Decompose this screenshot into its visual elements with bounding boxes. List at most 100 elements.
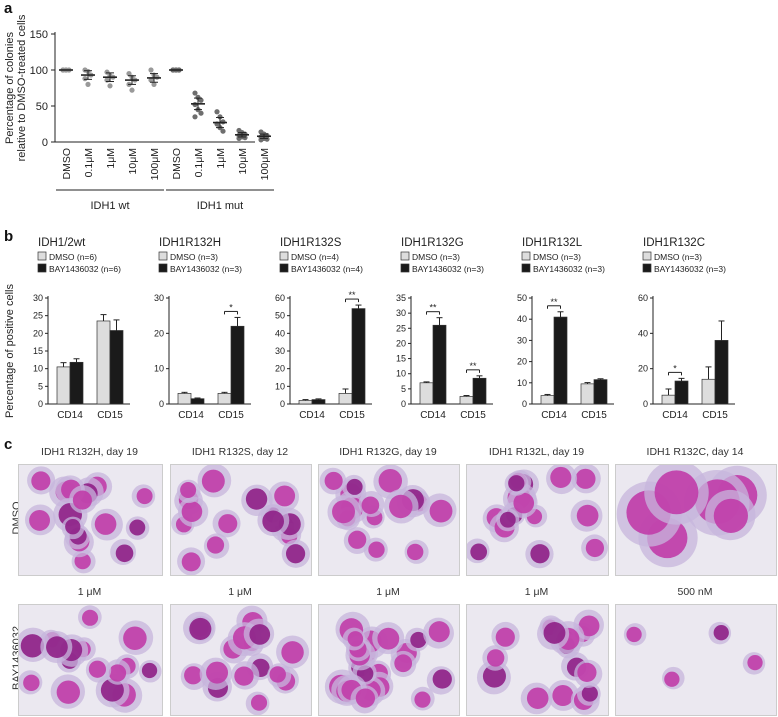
bar-bay1436032: [351, 308, 366, 405]
data-point: [198, 110, 204, 116]
significance-label: **: [348, 290, 356, 300]
y-tick-label: 10: [517, 378, 527, 388]
cell-nucleus: [361, 496, 380, 515]
cell-nucleus: [332, 500, 355, 524]
cell-nucleus: [285, 544, 306, 564]
legend-label: DMSO (n=3): [412, 252, 460, 262]
cell-nucleus: [550, 466, 572, 488]
cell-nucleus: [180, 481, 197, 498]
legend-swatch: [158, 263, 168, 273]
micrograph: [615, 464, 777, 576]
x-tick-label: CD14: [57, 410, 83, 421]
legend-swatch: [400, 263, 410, 273]
micrograph: [466, 604, 609, 716]
y-axis-label-line2: relative to DMSO-treated cells: [16, 14, 28, 161]
subchart-title: IDH1R132G: [401, 237, 464, 249]
significance-label: **: [429, 303, 437, 313]
cell-nucleus: [56, 680, 80, 704]
data-point: [151, 81, 157, 87]
cell-nucleus: [513, 492, 535, 514]
dose-label: 1 μM: [376, 586, 400, 598]
data-point: [217, 114, 223, 120]
micrograph-cells: [616, 465, 767, 568]
y-tick-label: 40: [517, 314, 527, 324]
y-tick-label: 60: [638, 293, 648, 303]
y-tick-label: 100: [30, 65, 48, 77]
panel-letter-c: c: [4, 436, 13, 453]
data-point: [148, 77, 154, 83]
cell-nucleus: [577, 662, 597, 683]
legend-label: BAY1436032 (n=3): [170, 264, 242, 274]
y-tick-label: 60: [275, 293, 285, 303]
bar-bay1436032: [674, 380, 689, 405]
y-tick-label: 15: [396, 354, 406, 364]
cell-nucleus: [281, 641, 304, 664]
legend-label: DMSO (n=4): [291, 252, 339, 262]
significance-label: *: [673, 363, 677, 373]
data-point: [104, 69, 110, 75]
legend-label: DMSO (n=3): [533, 252, 581, 262]
legend-swatch: [279, 251, 289, 261]
micrograph: [318, 464, 460, 576]
cell-nucleus: [747, 654, 763, 671]
subchart-title: IDH1R132S: [280, 237, 342, 249]
data-point: [242, 135, 248, 141]
micrograph-cells: [476, 609, 604, 715]
data-point: [192, 114, 198, 120]
cell-nucleus: [184, 666, 203, 685]
y-tick-label: 20: [517, 357, 527, 367]
data-point: [129, 87, 135, 93]
cell-nucleus: [46, 636, 68, 659]
cell-nucleus: [181, 552, 201, 572]
micrograph-cells: [467, 465, 608, 569]
micrograph-cells: [180, 605, 310, 715]
y-tick-label: 0: [38, 399, 43, 409]
data-point: [214, 109, 220, 115]
data-point: [85, 81, 91, 87]
micrograph: [18, 464, 163, 576]
cell-nucleus: [250, 694, 268, 711]
cell-nucleus: [88, 660, 107, 678]
column-title: IDH1 R132H, day 19: [41, 446, 138, 458]
data-point: [107, 83, 113, 89]
legend-swatch: [37, 263, 47, 273]
cell-nucleus: [410, 631, 427, 649]
legend-label: BAY1436032 (n=3): [412, 264, 484, 274]
cell-nucleus: [249, 624, 271, 645]
cell-nucleus: [406, 543, 424, 561]
cell-nucleus: [346, 478, 363, 495]
y-tick-label: 10: [33, 364, 43, 374]
significance-label: **: [469, 361, 477, 371]
subchart-title: IDH1/2wt: [38, 237, 86, 249]
y-tick-label: 0: [401, 399, 406, 409]
legend-swatch: [279, 263, 289, 273]
micrograph: [466, 464, 609, 576]
bar-dmso: [419, 382, 434, 405]
bar-dmso: [177, 393, 192, 405]
subchart-title: IDH1R132C: [643, 237, 705, 249]
cell-nucleus: [575, 468, 596, 489]
bar-dmso: [459, 396, 474, 405]
cell-nucleus: [578, 615, 600, 637]
cell-nucleus: [377, 627, 400, 650]
cell-nucleus: [581, 685, 598, 702]
cell-nucleus: [94, 513, 117, 535]
bar-bay1436032: [109, 330, 124, 405]
y-axis-label-line1: Percentage of colonies: [4, 32, 16, 144]
data-point: [198, 97, 204, 103]
cell-nucleus: [23, 674, 40, 692]
subchart-title: IDH1R132H: [159, 237, 221, 249]
cell-nucleus: [245, 488, 268, 510]
bar-bay1436032: [432, 324, 447, 405]
micrograph-cells: [19, 605, 162, 713]
micrograph: [615, 604, 777, 716]
cell-nucleus: [499, 511, 516, 528]
x-tick-label: 0.1μM: [83, 148, 95, 177]
cell-nucleus: [428, 621, 450, 643]
dose-label: 1 μM: [77, 586, 102, 598]
cell-nucleus: [31, 471, 51, 491]
x-tick-label: 10μM: [127, 148, 139, 174]
x-tick-label: 1μM: [105, 148, 117, 169]
x-tick-label: CD15: [339, 410, 365, 421]
bar-dmso: [217, 393, 232, 405]
